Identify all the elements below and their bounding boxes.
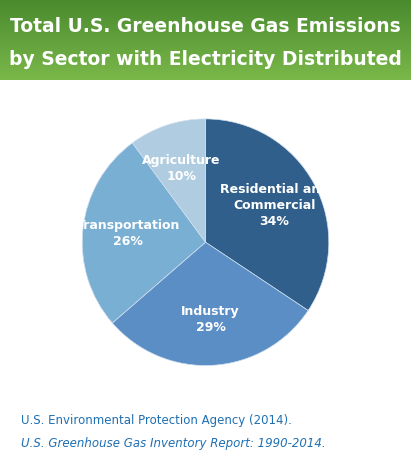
Text: Residential and
Commercial
34%: Residential and Commercial 34%: [219, 183, 329, 228]
Text: by Sector with Electricity Distributed: by Sector with Electricity Distributed: [9, 50, 402, 69]
Wedge shape: [206, 119, 329, 310]
Wedge shape: [82, 143, 206, 323]
Text: Agriculture
10%: Agriculture 10%: [142, 154, 220, 183]
Wedge shape: [112, 242, 308, 366]
Text: Total U.S. Greenhouse Gas Emissions: Total U.S. Greenhouse Gas Emissions: [10, 17, 401, 36]
Text: U.S. Environmental Protection Agency (2014).: U.S. Environmental Protection Agency (20…: [21, 414, 291, 427]
Text: Industry
29%: Industry 29%: [181, 305, 240, 335]
Text: U.S. Greenhouse Gas Inventory Report: 1990-2014.: U.S. Greenhouse Gas Inventory Report: 19…: [21, 437, 325, 450]
Text: Transportation
26%: Transportation 26%: [76, 219, 180, 248]
Wedge shape: [132, 119, 206, 242]
